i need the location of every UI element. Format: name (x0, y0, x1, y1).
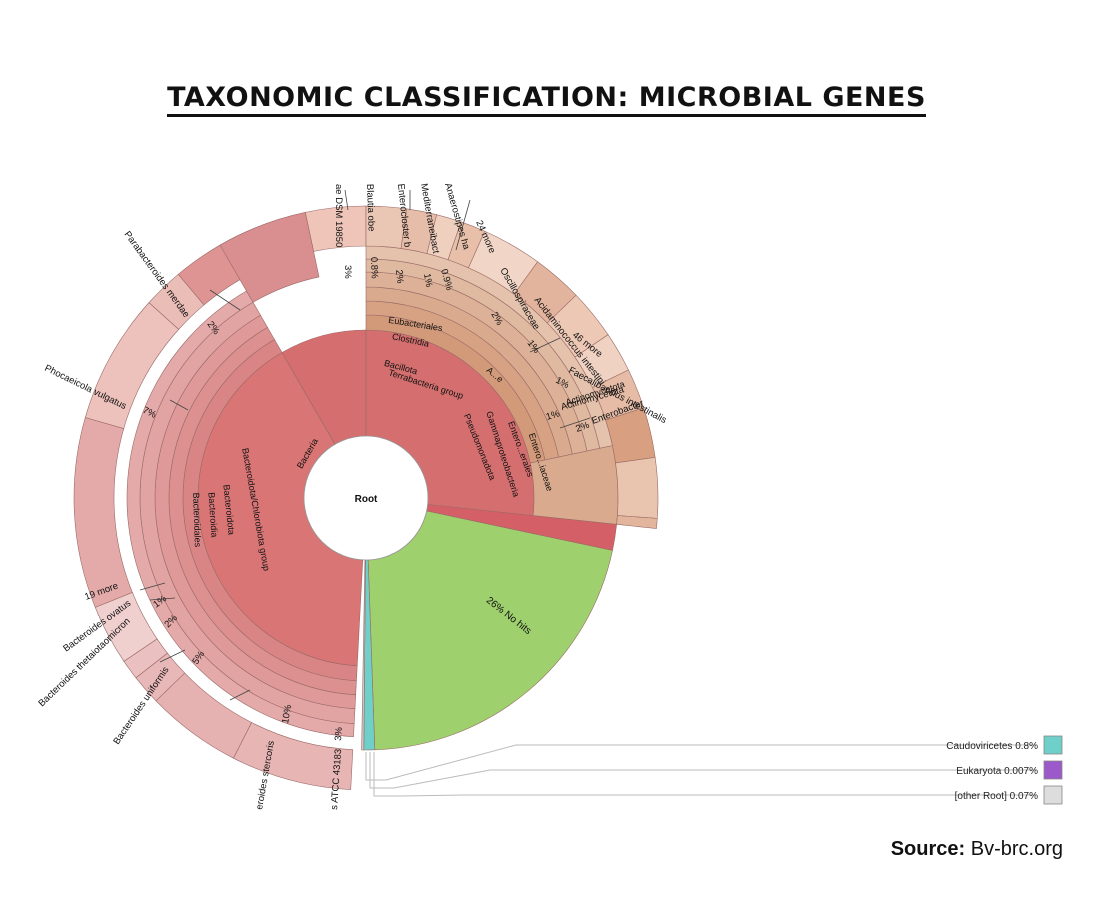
legend-connector (365, 744, 1035, 781)
outer-percent: 3% (333, 726, 345, 741)
leader-line (344, 189, 349, 211)
outer-label: Blautia obe (364, 184, 377, 232)
leader-line (455, 199, 471, 251)
outer-percent: 0.8% (368, 257, 380, 280)
legend-swatch (1043, 735, 1063, 755)
leader-line (149, 597, 176, 601)
outer-percent: 3% (342, 265, 353, 279)
legend-swatch (1043, 785, 1063, 805)
wedge-bacteroides-other (73, 417, 133, 608)
chart-title: TAXONOMIC CLASSIFICATION: MICROBIAL GENE… (0, 82, 1093, 117)
leader-line (229, 689, 251, 701)
leader-lines (139, 189, 591, 701)
leader-line (529, 337, 561, 353)
leader-line (209, 289, 241, 311)
legend: Caudoviricetes 0.8% Eukaryota 0.007% [othe… (365, 735, 1063, 805)
outer-percent: 1% (545, 408, 562, 423)
outer-percent: 2% (574, 420, 591, 435)
outer-label: s ATCC 43183 (329, 749, 344, 811)
leader-line (169, 399, 189, 411)
center-hole (303, 435, 429, 561)
legend-swatch (1043, 760, 1063, 780)
leader-line (159, 649, 186, 663)
center-label: Root (355, 494, 378, 505)
sunburst-rings (73, 205, 659, 790)
outer-percent: 10% (280, 703, 294, 724)
wedge-misc (616, 515, 658, 529)
outer-percent: 1% (421, 273, 434, 289)
leader-line (139, 582, 166, 591)
legend-label: Eukaryota 0.007% (956, 766, 1038, 777)
source-label: Source: (890, 838, 966, 860)
source-note: Source: Bv-brc.org (891, 838, 1063, 861)
wedge-enterobacter (615, 457, 659, 519)
legend-connector (369, 752, 1035, 789)
legend-connector (373, 752, 1035, 797)
ring-label: Bacteroidia (206, 492, 219, 538)
outer-label: ae DSM 19850 (333, 184, 344, 247)
legend-label: Caudoviricetes 0.8% (946, 741, 1038, 752)
outer-percent: 2% (393, 269, 405, 284)
wedge-bacteroidales-block (219, 212, 320, 303)
ring-label: Bacteroidales (191, 492, 203, 547)
leader-line (559, 417, 591, 429)
legend-label: [other Root] 0.07% (955, 791, 1038, 802)
source-value: Bv-brc.org (970, 838, 1063, 860)
